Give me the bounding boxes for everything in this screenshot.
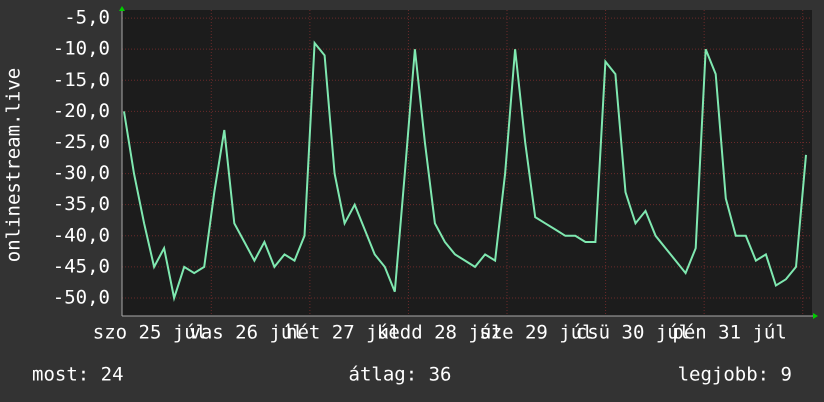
y-tick-label: -20,0 bbox=[53, 100, 110, 122]
data-line bbox=[123, 40, 807, 302]
x-tick-label: kedd 28 júl bbox=[377, 322, 503, 344]
y-tick-label: -25,0 bbox=[53, 131, 110, 153]
footer-best: legjobb: 9 bbox=[678, 364, 792, 386]
y-tick-label: -30,0 bbox=[53, 162, 110, 184]
x-tick-label: vas 26 júl bbox=[189, 322, 303, 344]
y-tick-label: -50,0 bbox=[53, 286, 110, 308]
y-axis-arrow bbox=[119, 6, 125, 11]
y-axis-title: onlinestream.live bbox=[3, 68, 25, 262]
y-tick-label: -45,0 bbox=[53, 255, 110, 277]
x-axis-arrow bbox=[813, 313, 818, 319]
y-tick-label: -40,0 bbox=[53, 224, 110, 246]
plot-area bbox=[122, 10, 812, 316]
x-tick-label: szo 25 júl bbox=[93, 322, 207, 344]
y-tick-label: -5,0 bbox=[64, 7, 110, 29]
footer-current: most: 24 bbox=[32, 364, 124, 386]
x-tick-label: hét 27 júl bbox=[286, 322, 400, 344]
footer-average: átlag: 36 bbox=[349, 364, 452, 386]
y-tick-label: -35,0 bbox=[53, 193, 110, 215]
x-tick-label: pén 31 júl bbox=[672, 322, 786, 344]
y-tick-label: -15,0 bbox=[53, 69, 110, 91]
x-tick-label: sze 29 júl bbox=[479, 322, 593, 344]
x-tick-label: csü 30 júl bbox=[576, 322, 690, 344]
y-tick-label: -10,0 bbox=[53, 38, 110, 60]
